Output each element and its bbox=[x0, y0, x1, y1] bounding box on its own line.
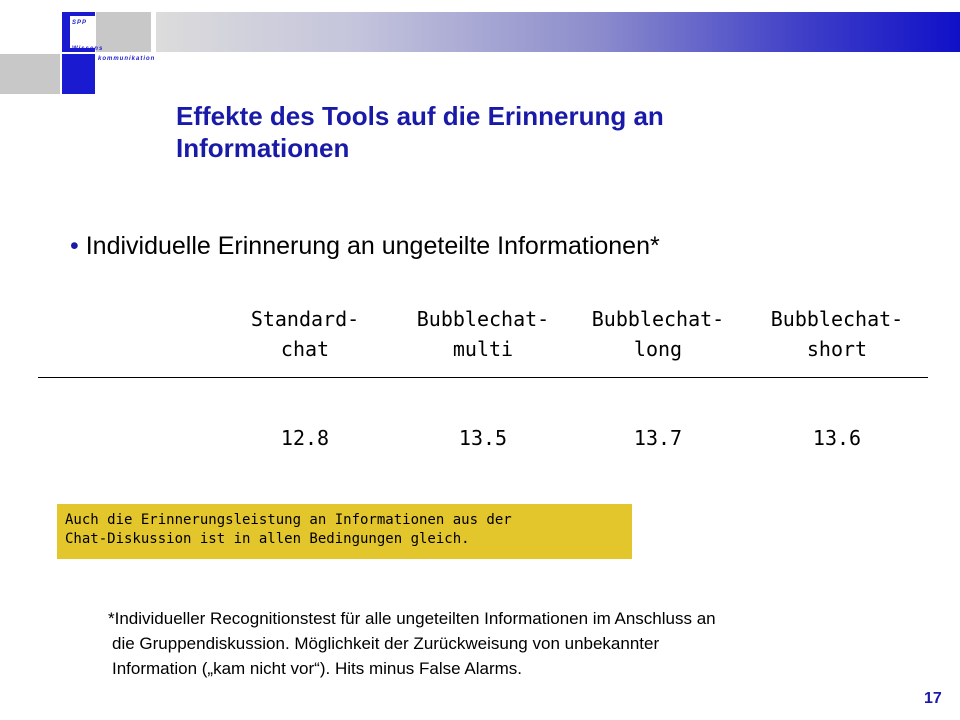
column-header-line1: Bubblechat- bbox=[591, 307, 725, 331]
bullet-dot-icon: • bbox=[70, 232, 79, 260]
column-header-line1: Standard- bbox=[250, 307, 360, 331]
column-header-line2: long bbox=[633, 337, 683, 361]
bullet-text: Individuelle Erinnerung an ungeteilte In… bbox=[85, 232, 660, 260]
column-header-line2: short bbox=[806, 337, 868, 361]
value-bubblechat-multi: 13.5 bbox=[458, 426, 508, 450]
logo-gray-bottom-left bbox=[0, 54, 60, 94]
column-header-bubblechat-multi: Bubblechat- multi bbox=[393, 304, 573, 364]
slide-title-line1: Effekte des Tools auf die Erinnerung an bbox=[176, 101, 664, 131]
table-divider bbox=[38, 377, 928, 378]
logo-text-kommunikation: kommunikation bbox=[98, 56, 156, 62]
logo-blue-tall bbox=[62, 54, 95, 94]
bullet-item: • Individuelle Erinnerung an ungeteilte … bbox=[70, 232, 660, 261]
slide-title: Effekte des Tools auf die Erinnerung an … bbox=[176, 100, 664, 164]
value-bubblechat-short: 13.6 bbox=[812, 426, 862, 450]
header-gradient-bar bbox=[156, 12, 960, 52]
slide-title-line2: Informationen bbox=[176, 133, 350, 163]
column-header-line2: chat bbox=[280, 337, 330, 361]
highlight-note-line1: Auch die Erinnerungsleistung an Informat… bbox=[65, 512, 512, 528]
column-header-line2: multi bbox=[452, 337, 514, 361]
column-header-line1: Bubblechat- bbox=[416, 307, 550, 331]
column-header-line1: Bubblechat- bbox=[770, 307, 904, 331]
logo-text-spp: SPP bbox=[72, 20, 88, 26]
value-standard-chat: 12.8 bbox=[280, 426, 330, 450]
footnote-line2: die Gruppendiskussion. Möglichkeit der Z… bbox=[112, 634, 660, 653]
footnote-line3: Information („kam nicht vor“). Hits minu… bbox=[112, 659, 522, 678]
logo-white-cell bbox=[70, 16, 95, 48]
column-header-standard-chat: Standard- chat bbox=[215, 304, 395, 364]
column-header-bubblechat-short: Bubblechat- short bbox=[747, 304, 927, 364]
page-number: 17 bbox=[924, 690, 942, 707]
logo-text-wissens: Wissens bbox=[72, 46, 104, 52]
footnote-line1: *Individueller Recognitionstest für alle… bbox=[108, 609, 716, 628]
logo-gray-top bbox=[96, 12, 151, 52]
highlight-note-line2: Chat-Diskussion ist in allen Bedingungen… bbox=[65, 531, 470, 547]
value-bubblechat-long: 13.7 bbox=[633, 426, 683, 450]
column-header-bubblechat-long: Bubblechat- long bbox=[568, 304, 748, 364]
footnote: *Individueller Recognitionstest für alle… bbox=[108, 606, 908, 681]
highlight-note: Auch die Erinnerungsleistung an Informat… bbox=[57, 504, 632, 559]
